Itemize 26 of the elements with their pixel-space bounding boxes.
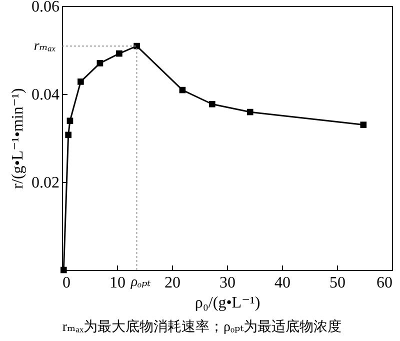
x-tick-label: 50 xyxy=(330,274,346,292)
x-tick-label: 0 xyxy=(62,274,70,292)
point xyxy=(116,50,122,57)
point xyxy=(134,42,140,50)
point xyxy=(66,118,74,124)
ref-line-label: ρₒₚₜ xyxy=(130,275,152,290)
x-tick-label: 40 xyxy=(274,274,290,292)
y-tick-label: 0.02 xyxy=(32,174,60,192)
point xyxy=(78,78,84,85)
x-tick-label: 30 xyxy=(220,274,236,292)
x-tick-label: 20 xyxy=(164,274,180,292)
y-tick-label: 0.06 xyxy=(32,0,60,16)
point xyxy=(96,60,104,66)
x-axis-title: ρ₀/(g•L⁻¹) xyxy=(194,294,260,312)
point xyxy=(65,132,72,138)
y-tick-label: 0.04 xyxy=(32,86,60,104)
point xyxy=(360,122,367,128)
ref-line-label: rₘₐₓ xyxy=(34,39,56,54)
x-tick-label: 10 xyxy=(110,274,126,292)
point xyxy=(179,86,186,94)
point xyxy=(246,108,254,116)
point xyxy=(208,100,216,108)
x-tick-label: 60 xyxy=(376,274,392,292)
text: rₘₐₓ为最大底物消耗速率；ρₒₚₜ为最适底物浓度 xyxy=(62,319,342,335)
point xyxy=(60,266,67,274)
y-axis-title: r/(g•L⁻¹•min⁻¹) xyxy=(10,88,26,189)
